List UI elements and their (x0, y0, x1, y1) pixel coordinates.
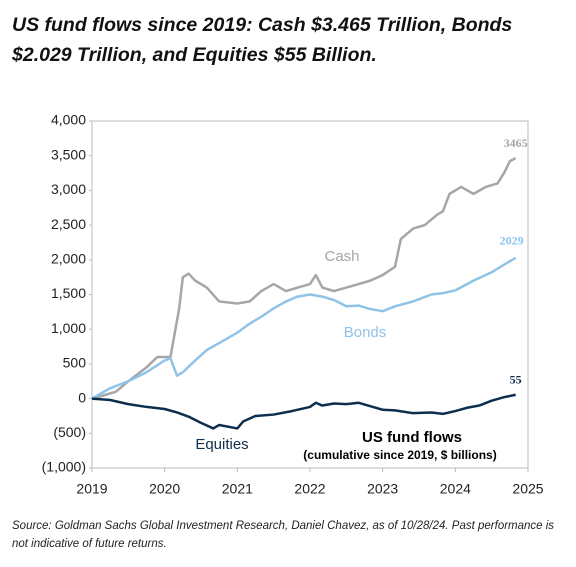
y-tick-label: 3,500 (51, 146, 86, 162)
series-label: Cash (324, 248, 359, 265)
end-value-label: 3465 (504, 136, 528, 150)
annotation: US fund flows (362, 429, 462, 446)
series-line (91, 157, 517, 400)
y-tick-label: 3,000 (51, 181, 86, 197)
x-tick-label: 2022 (294, 481, 325, 497)
y-tick-label: 2,000 (51, 251, 86, 267)
x-tick-label: 2020 (149, 481, 180, 497)
y-tick-label: 1,000 (51, 320, 86, 336)
y-tick-label: (1,000) (42, 459, 86, 475)
x-tick-label: 2025 (512, 481, 543, 497)
y-tick-label: 500 (63, 355, 87, 371)
y-tick-label: 4,000 (51, 112, 86, 128)
x-tick-label: 2019 (76, 481, 107, 497)
series-line (91, 393, 516, 430)
title: US fund flows since 2019: Cash $3.465 Tr… (12, 14, 513, 66)
series-line (91, 256, 517, 400)
x-tick-label: 2024 (440, 481, 471, 497)
y-tick-label: 1,500 (51, 285, 86, 301)
annotation-sub: (cumulative since 2019, $ billions) (303, 448, 496, 462)
y-tick-label: 0 (78, 389, 86, 405)
end-value-label: 2029 (500, 234, 524, 248)
x-tick-label: 2021 (222, 481, 253, 497)
y-tick-label: 2,500 (51, 216, 86, 232)
series-label: Equities (195, 436, 248, 453)
series-label: Bonds (344, 324, 387, 341)
end-value-label: 55 (510, 373, 522, 387)
x-tick-label: 2023 (367, 481, 398, 497)
source: Source: Goldman Sachs Global Investment … (12, 520, 555, 550)
y-tick-label: (500) (53, 424, 86, 440)
